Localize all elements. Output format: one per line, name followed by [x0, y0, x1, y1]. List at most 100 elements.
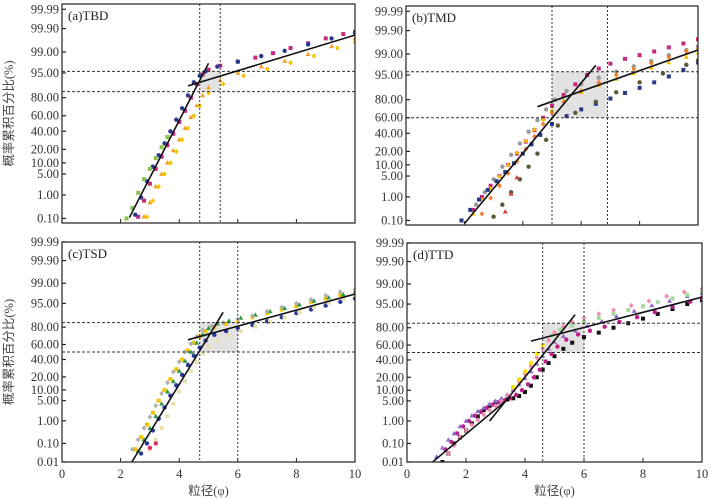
data-point [270, 51, 275, 56]
y-tick-label: 5.00 [381, 169, 403, 183]
data-point [611, 311, 616, 316]
data-point [504, 392, 510, 398]
data-point [519, 388, 525, 393]
data-point [514, 174, 520, 180]
fit-line [187, 34, 355, 87]
data-point [147, 414, 153, 420]
x-axis-title: 粒径(φ) [188, 483, 229, 498]
data-point [463, 427, 469, 434]
series-s4 [445, 286, 702, 457]
data-point [150, 198, 156, 204]
data-point [695, 50, 698, 55]
data-point [513, 392, 519, 398]
data-point [329, 36, 334, 41]
data-point [294, 300, 299, 306]
data-point [564, 88, 569, 94]
y-tick-label: 60.00 [376, 338, 404, 352]
data-point [666, 45, 671, 50]
data-point [531, 126, 537, 132]
data-point [165, 380, 170, 386]
data-point [575, 332, 581, 337]
x-tick-label: 6 [235, 467, 241, 481]
data-point [224, 321, 229, 326]
data-point [206, 344, 211, 349]
data-point [153, 413, 159, 418]
data-point [268, 319, 273, 324]
x-tick-label: 2 [463, 467, 469, 481]
data-point [517, 177, 523, 182]
data-point [185, 125, 191, 131]
data-point [136, 214, 141, 219]
data-point [297, 310, 302, 315]
data-point [206, 84, 211, 90]
x-tick-label: 2 [117, 467, 123, 481]
data-point [500, 202, 505, 207]
y-tick-label: 99.99 [375, 4, 403, 18]
data-point [162, 171, 167, 177]
data-point [162, 387, 167, 392]
data-point [525, 382, 531, 387]
data-point [142, 198, 147, 203]
data-point [546, 337, 551, 343]
data-point [185, 348, 190, 353]
data-point [183, 379, 188, 384]
data-point [259, 53, 264, 59]
data-point [144, 422, 149, 427]
data-point [528, 360, 534, 366]
data-point [180, 357, 185, 362]
data-point [133, 447, 138, 452]
data-point [570, 340, 575, 345]
data-point [311, 53, 317, 59]
data-point [573, 110, 578, 116]
panel-title: (b)TMD [412, 10, 456, 25]
data-point [608, 61, 613, 66]
y-tick-label: 40.00 [31, 124, 59, 138]
data-point [561, 346, 566, 351]
data-point [655, 300, 660, 305]
data-point [481, 405, 487, 410]
data-point [637, 80, 642, 85]
data-point [487, 407, 492, 413]
panel-title: (c)TSD [68, 246, 107, 261]
y-tick-label: 40.00 [31, 352, 59, 366]
data-point [147, 200, 153, 205]
data-point [628, 302, 634, 309]
data-point [670, 296, 675, 301]
data-point [555, 123, 561, 128]
data-point [500, 164, 505, 169]
data-point [526, 164, 531, 169]
data-point [179, 137, 185, 143]
series-s6 [511, 342, 545, 390]
data-point [596, 79, 602, 85]
data-point [159, 401, 165, 406]
data-point [543, 137, 549, 143]
data-point [696, 60, 698, 65]
y-tick-label: 5.00 [37, 394, 59, 408]
x-tick-label: 4 [522, 467, 529, 481]
data-point [493, 398, 498, 403]
data-point [503, 170, 508, 175]
data-point [485, 187, 490, 192]
data-point [206, 67, 211, 72]
data-point [579, 107, 584, 112]
data-point [634, 314, 640, 320]
data-point [206, 325, 211, 330]
series-s2 [443, 295, 702, 452]
data-point [153, 166, 158, 171]
data-point [439, 445, 445, 450]
data-points [124, 29, 355, 221]
data-point [596, 330, 601, 335]
data-point [514, 149, 520, 155]
data-point [493, 403, 498, 409]
data-point [282, 315, 287, 320]
data-point [494, 179, 499, 184]
data-point [323, 292, 329, 299]
data-point [279, 304, 285, 310]
data-point [540, 367, 545, 372]
data-point [475, 417, 481, 423]
data-point [505, 162, 511, 167]
data-point [305, 42, 311, 47]
data-point [129, 446, 135, 452]
data-point [481, 408, 486, 413]
data-point [543, 107, 549, 112]
